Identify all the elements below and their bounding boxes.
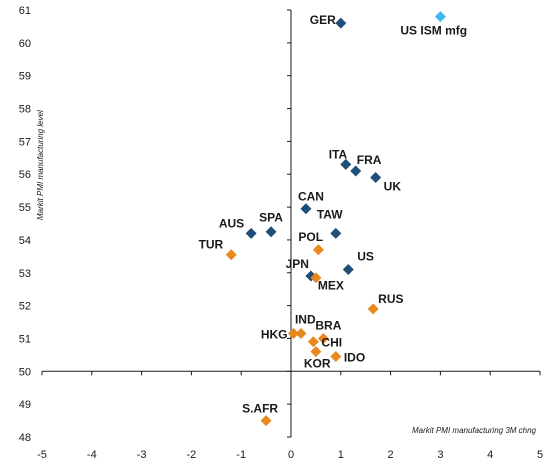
y-tick-label: 53 — [19, 268, 31, 280]
data-point-spa — [265, 226, 277, 238]
data-point-kor — [310, 346, 322, 358]
data-label: GER — [310, 13, 336, 27]
x-tick-label: 4 — [487, 449, 493, 461]
data-label: US — [357, 249, 374, 263]
axes: -5 -4 -3 -2 -1 0 1 2 3 4 5 48 49 50 51 52 53 54 55 56 57 58 5… — [19, 5, 543, 461]
data-label: ITA — [329, 147, 348, 161]
y-tick-label: 54 — [19, 235, 31, 247]
x-tick-label: -1 — [236, 449, 246, 461]
y-tick-label: 51 — [19, 333, 31, 345]
y-tick-label: 48 — [19, 432, 31, 444]
x-tick-label: -4 — [87, 449, 97, 461]
data-point-mex — [310, 272, 322, 284]
data-point-uk — [370, 172, 382, 184]
data-label: UK — [384, 180, 402, 194]
data-label: JPN — [286, 257, 309, 271]
y-tick-label: 52 — [19, 301, 31, 313]
data-point-ind — [295, 328, 307, 340]
data-label: POL — [298, 230, 323, 244]
data-label: MEX — [318, 279, 344, 293]
y-tick-label: 56 — [19, 169, 31, 181]
y-tick-label: 58 — [19, 104, 31, 116]
data-points — [225, 11, 446, 427]
y-tick-label: 61 — [19, 5, 31, 17]
data-label: FRA — [357, 153, 382, 167]
data-point-bra — [317, 332, 329, 344]
y-tick-label: 49 — [19, 399, 31, 411]
data-label: CHI — [321, 336, 342, 350]
data-point-ido — [330, 351, 342, 363]
data-label: CAN — [298, 190, 324, 204]
data-label: S.AFR — [242, 402, 278, 416]
data-point-s-afr — [260, 415, 272, 427]
x-tick-label: 0 — [288, 449, 294, 461]
data-point-rus — [367, 303, 379, 315]
y-tick-label: 60 — [19, 38, 31, 50]
y-axis-title: Markit PMI manufacturing level — [36, 110, 45, 220]
data-point-taw — [330, 227, 342, 239]
data-point-hkg — [287, 328, 299, 340]
data-label: IDO — [344, 351, 365, 365]
y-tick-label: 59 — [19, 71, 31, 83]
x-axis-title: Markit PMI manufacturing 3M chng — [412, 426, 537, 435]
y-tick-label: 55 — [19, 202, 31, 214]
data-point-fra — [350, 165, 362, 177]
data-point-pol — [312, 244, 324, 256]
data-point-can — [300, 203, 312, 215]
data-point-us — [342, 263, 354, 275]
data-label: TAW — [317, 207, 343, 221]
y-tick-label: 57 — [19, 136, 31, 148]
data-point-us-ism-mfg — [434, 11, 446, 23]
data-label: HKG — [261, 328, 288, 342]
data-point-tur — [225, 249, 237, 261]
y-ticks: 48 49 50 51 52 53 54 55 56 57 58 59 60 61 — [19, 5, 291, 444]
data-point-chi — [307, 336, 319, 348]
x-tick-label: -3 — [137, 449, 147, 461]
data-point-ita — [340, 158, 352, 170]
data-label: BRA — [315, 318, 341, 332]
x-tick-label: 1 — [338, 449, 344, 461]
data-label: KOR — [304, 357, 331, 371]
data-point-aus — [245, 227, 257, 239]
data-label: SPA — [259, 211, 283, 225]
x-tick-label: 5 — [537, 449, 543, 461]
x-tick-label: 3 — [437, 449, 443, 461]
x-ticks: -5 -4 -3 -2 -1 0 1 2 3 4 5 — [37, 371, 543, 461]
x-tick-label: 2 — [388, 449, 394, 461]
data-label: AUS — [219, 216, 244, 230]
x-tick-label: -5 — [37, 449, 47, 461]
x-tick-label: -2 — [187, 449, 197, 461]
data-label: RUS — [378, 292, 403, 306]
data-label: IND — [295, 313, 316, 327]
y-tick-label: 50 — [19, 366, 31, 378]
data-label: US ISM mfg — [400, 24, 467, 38]
data-point-ger — [335, 17, 347, 29]
data-label: TUR — [199, 238, 224, 252]
